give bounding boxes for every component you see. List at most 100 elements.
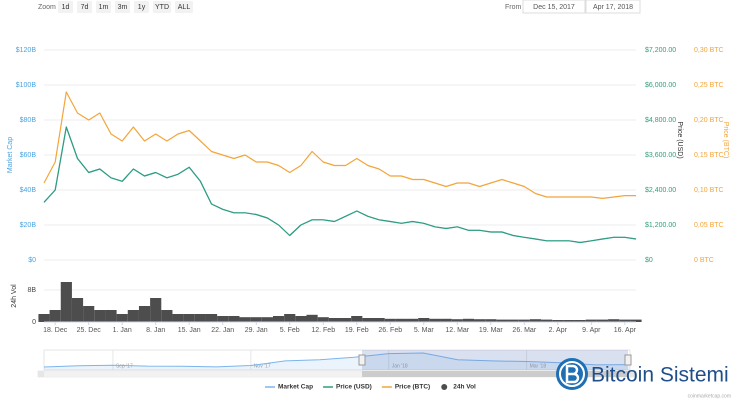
zoom-button-label[interactable]: 3m — [118, 4, 128, 11]
volume-bar — [373, 318, 385, 322]
x-tick-label: 5. Feb — [280, 327, 300, 334]
volume-bar — [295, 316, 307, 322]
volume-bar — [150, 298, 162, 322]
legend-label[interactable]: Price (USD) — [336, 384, 372, 391]
volume-bar — [127, 310, 139, 322]
legend-label[interactable]: Market Cap — [278, 384, 313, 391]
zoom-button-label[interactable]: 1m — [99, 4, 109, 11]
y-tick-label: 8B — [27, 287, 36, 294]
credit: coinmarketcap.com — [688, 393, 731, 399]
from-input[interactable] — [522, 0, 586, 14]
volume-bar — [38, 314, 50, 322]
volume-bar — [49, 310, 61, 322]
volume-bar — [563, 320, 575, 322]
volume-bar — [462, 318, 475, 322]
scrollbar-arrow[interactable] — [38, 371, 44, 377]
zoom-button-label[interactable]: 1y — [138, 4, 146, 11]
zoom-button[interactable] — [134, 1, 149, 13]
y2-tick-label: $6,000.00 — [645, 82, 676, 89]
volume-bar — [596, 319, 609, 322]
volume-bar — [429, 318, 441, 322]
y-tick-label: $0 — [28, 257, 36, 264]
navigator-selection — [362, 350, 628, 370]
volume-bar — [116, 314, 128, 322]
x-tick-label: 12. Feb — [311, 327, 335, 334]
logo-ring — [559, 361, 585, 387]
zoom-button-label[interactable]: 1d — [62, 4, 70, 11]
navigator-handle[interactable] — [624, 354, 632, 366]
x-tick-label: 19. Mar — [479, 327, 503, 334]
from-date[interactable]: Dec 15, 2017 — [533, 4, 575, 11]
y2-tick-label: $0 — [645, 257, 653, 264]
volume-bar — [261, 317, 273, 322]
volume-bar — [608, 319, 620, 322]
volume-bar — [60, 282, 72, 322]
navigator-handle[interactable] — [358, 354, 366, 366]
navigator-line — [43, 352, 631, 368]
zoom-button[interactable] — [58, 1, 73, 13]
volume-bar — [507, 319, 519, 322]
y-tick-label: $100B — [16, 82, 37, 89]
watermark: Bitcoin Sistemi — [556, 358, 729, 390]
scrollbar-arrow[interactable] — [630, 371, 636, 377]
volume-bar — [485, 319, 497, 322]
zoom-button[interactable] — [153, 1, 171, 13]
x-tick-label: 2. Apr — [549, 327, 568, 334]
x-tick-label: 19. Feb — [345, 327, 369, 334]
x-tick-label: 12. Mar — [445, 327, 469, 334]
volume-bar — [362, 318, 374, 322]
y2-tick-label: $4,800.00 — [645, 117, 676, 124]
volume-bar — [239, 317, 251, 322]
series-line — [43, 126, 637, 244]
volume-bar — [284, 314, 296, 322]
y2-tick-label: $7,200.00 — [645, 47, 676, 54]
legend-label[interactable]: 24h Vol — [453, 384, 476, 391]
series-line — [43, 91, 636, 199]
volume-bar — [619, 319, 631, 322]
y-tick-label: $20B — [20, 222, 37, 229]
zoom-button[interactable] — [115, 1, 130, 13]
volume-bar — [541, 319, 553, 322]
zoom-button-label[interactable]: ALL — [178, 4, 191, 11]
navigator-label: Mar '18 — [530, 363, 547, 369]
volume-bar — [328, 318, 340, 322]
zoom-button[interactable] — [77, 1, 92, 13]
volume-bar — [574, 320, 586, 322]
x-tick-label: 5. Mar — [414, 327, 435, 334]
zoom-button[interactable] — [96, 1, 111, 13]
volume-bar — [71, 298, 84, 322]
volume-bar — [552, 320, 564, 322]
to-date[interactable]: Apr 17, 2018 — [593, 4, 633, 11]
brand: Bitcoin Sistemi — [591, 364, 729, 387]
zoom-button-label[interactable]: 7d — [81, 4, 89, 11]
zoom-button-label[interactable]: YTD — [155, 4, 169, 11]
y3-tick-label: 0,05 BTC — [694, 222, 724, 229]
volume-bar — [138, 306, 151, 322]
legend-label[interactable]: Price (BTC) — [395, 384, 430, 391]
volume-bar — [183, 314, 195, 322]
y3-tick-label: 0 BTC — [694, 257, 714, 264]
volume-bar — [518, 319, 530, 322]
volume-bar — [317, 317, 329, 322]
to-input[interactable] — [585, 0, 641, 14]
x-tick-label: 1. Jan — [113, 327, 132, 334]
zoom-button[interactable] — [175, 1, 193, 13]
y2-axis-title: Price (USD) — [676, 121, 683, 158]
x-tick-label: 26. Feb — [378, 327, 402, 334]
y3-tick-label: 0,25 BTC — [694, 82, 724, 89]
volume-chart: 0 8B 24h Vol 18. Dec 25. Dec 1. Jan 8. Jan 15. … — [11, 282, 642, 334]
y3-tick-label: 0,20 BTC — [694, 117, 724, 124]
navigator-area — [44, 353, 630, 370]
legend-symbol[interactable] — [441, 384, 448, 390]
volume-bar — [205, 314, 218, 322]
scrollbar-thumb[interactable] — [362, 371, 628, 377]
volume-bar — [105, 310, 117, 322]
x-tick-label: 18. Dec — [43, 327, 68, 334]
volume-bar — [351, 316, 363, 322]
y3-tick-label: 0,10 BTC — [694, 187, 724, 194]
y3-tick-label: 0,15 BTC — [694, 152, 724, 159]
volume-bar — [384, 318, 396, 322]
from-label: From — [505, 4, 522, 11]
